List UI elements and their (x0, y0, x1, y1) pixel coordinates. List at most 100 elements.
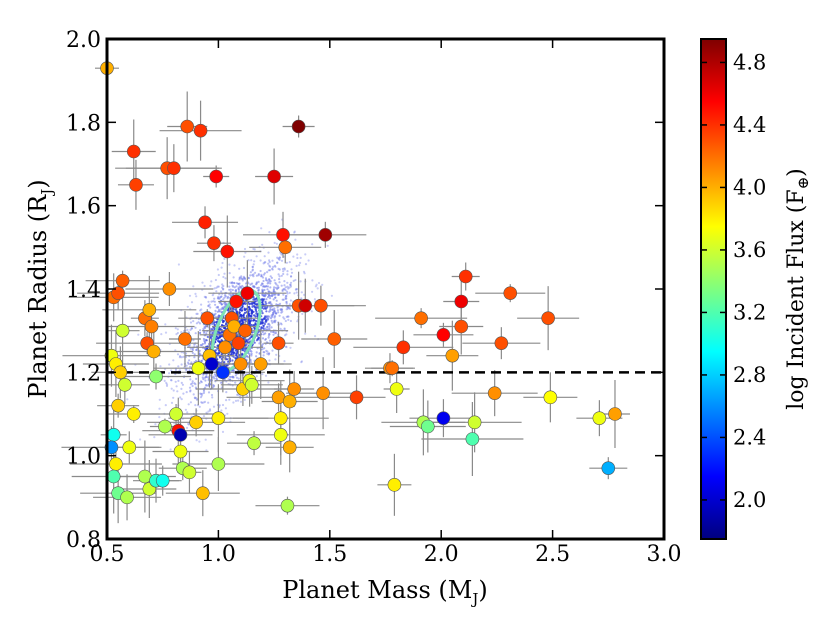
posterior-sample (207, 300, 210, 303)
posterior-sample (267, 328, 270, 331)
posterior-sample (274, 358, 277, 361)
posterior-sample (289, 283, 292, 286)
posterior-sample (233, 281, 236, 285)
posterior-sample (213, 297, 216, 300)
planet-point (436, 328, 451, 342)
planet-point (158, 419, 172, 434)
posterior-sample (189, 390, 192, 393)
posterior-sample (188, 359, 191, 362)
posterior-sample (170, 387, 173, 390)
posterior-sample (294, 278, 297, 282)
planet-point (178, 332, 192, 346)
posterior-sample (232, 351, 235, 354)
posterior-sample (260, 273, 263, 276)
planet-point (445, 348, 460, 363)
planet-point (182, 465, 197, 480)
posterior-sample (286, 290, 289, 293)
posterior-sample (286, 307, 289, 310)
posterior-sample (259, 269, 262, 273)
posterior-sample (283, 280, 286, 283)
posterior-sample (260, 275, 263, 278)
posterior-sample (231, 284, 234, 287)
posterior-sample (257, 288, 260, 291)
posterior-sample (175, 333, 178, 336)
posterior-sample (281, 288, 284, 292)
posterior-sample (250, 302, 253, 305)
posterior-sample (187, 423, 190, 426)
posterior-sample (217, 314, 220, 317)
posterior-sample (242, 313, 245, 316)
posterior-sample (229, 375, 232, 379)
posterior-sample (195, 295, 198, 298)
posterior-sample (268, 359, 271, 362)
posterior-sample (245, 395, 249, 398)
posterior-sample (252, 247, 255, 251)
posterior-sample (240, 322, 243, 325)
posterior-sample (191, 351, 194, 354)
posterior-sample (235, 376, 238, 379)
posterior-sample (164, 323, 167, 326)
posterior-sample (286, 270, 289, 273)
posterior-sample (288, 307, 292, 311)
posterior-sample (285, 261, 288, 264)
posterior-sample (179, 396, 182, 399)
posterior-sample (278, 302, 282, 305)
posterior-sample (285, 302, 288, 305)
posterior-sample (208, 408, 212, 411)
posterior-sample (262, 294, 265, 297)
posterior-sample (300, 361, 303, 364)
posterior-sample (230, 281, 234, 284)
posterior-sample (234, 381, 237, 384)
posterior-sample (199, 344, 202, 347)
posterior-sample (272, 265, 275, 268)
posterior-sample (187, 331, 190, 334)
posterior-sample (289, 285, 292, 288)
posterior-sample (299, 256, 302, 259)
posterior-sample (213, 323, 216, 326)
posterior-sample (202, 390, 206, 393)
posterior-sample (282, 270, 285, 273)
posterior-sample (226, 412, 229, 415)
posterior-sample (198, 440, 201, 443)
posterior-sample (228, 398, 231, 401)
posterior-sample (255, 355, 258, 358)
posterior-sample (197, 321, 200, 324)
posterior-sample (190, 327, 193, 330)
posterior-sample (258, 339, 261, 342)
posterior-sample (271, 321, 274, 324)
posterior-sample (254, 308, 257, 311)
posterior-sample (275, 353, 278, 356)
posterior-sample (289, 281, 293, 284)
posterior-sample (278, 258, 281, 261)
posterior-sample (267, 294, 271, 297)
posterior-sample (260, 321, 263, 324)
posterior-sample (248, 322, 251, 325)
posterior-sample (267, 262, 270, 265)
posterior-sample (277, 311, 280, 314)
planet-point (267, 169, 281, 184)
posterior-sample (266, 326, 269, 329)
posterior-sample (300, 297, 303, 300)
posterior-sample (253, 248, 256, 251)
posterior-sample (286, 285, 289, 288)
posterior-sample (257, 336, 260, 339)
posterior-sample (191, 384, 194, 388)
planet-point (142, 303, 157, 317)
posterior-sample (276, 287, 279, 291)
planet-point (238, 323, 252, 338)
posterior-sample (187, 422, 190, 425)
x-tick-label: 3.0 (647, 542, 682, 567)
posterior-sample (311, 279, 314, 282)
posterior-sample (224, 295, 227, 298)
posterior-sample (201, 281, 204, 284)
posterior-sample (255, 255, 258, 258)
posterior-sample (255, 375, 258, 378)
posterior-sample (263, 317, 266, 320)
posterior-sample (288, 306, 291, 309)
posterior-sample (249, 314, 252, 318)
posterior-sample (211, 396, 214, 399)
posterior-sample (268, 332, 271, 336)
posterior-sample (212, 300, 215, 303)
posterior-sample (188, 294, 192, 297)
posterior-sample (207, 410, 210, 413)
